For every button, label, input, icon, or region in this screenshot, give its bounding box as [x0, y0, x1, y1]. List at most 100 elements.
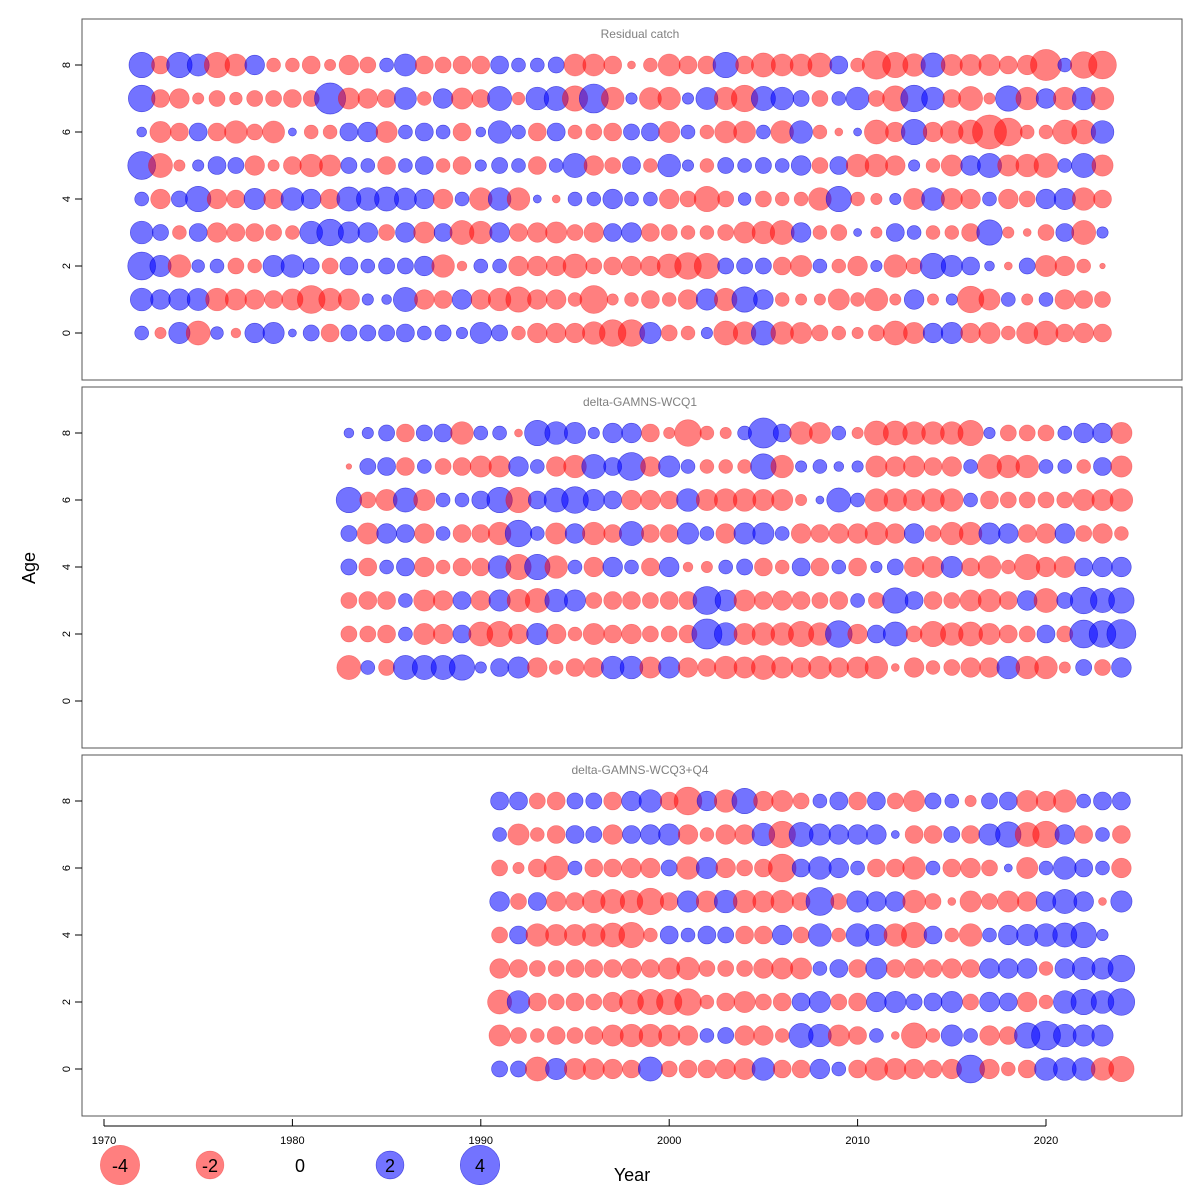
residual-bubble [636, 887, 665, 916]
residual-bubble [830, 993, 848, 1011]
residual-bubble [511, 124, 526, 140]
residual-bubble [1034, 655, 1058, 680]
residual-bubble [547, 960, 565, 977]
residual-bubble [1110, 455, 1133, 478]
residual-bubble [414, 289, 435, 310]
residual-bubble [1056, 491, 1074, 509]
residual-bubble [301, 188, 322, 210]
residual-bubble [680, 325, 696, 341]
residual-bubble [640, 456, 661, 477]
residual-bubble [682, 159, 694, 172]
residual-bubble [699, 1028, 715, 1043]
residual-bubble [491, 324, 508, 342]
residual-bubble [1018, 491, 1036, 509]
residual-bubble [792, 90, 810, 107]
residual-bubble [790, 322, 813, 344]
residual-bubble [944, 927, 960, 943]
residual-bubble [1033, 320, 1059, 346]
residual-bubble [452, 457, 472, 476]
residual-bubble [396, 457, 415, 476]
residual-bubble [1096, 929, 1109, 941]
residual-bubble [451, 87, 473, 110]
residual-bubble [359, 56, 377, 74]
residual-bubble [752, 489, 775, 511]
legend-item: -2 [195, 1150, 225, 1180]
residual-bubble [923, 1059, 943, 1079]
residual-bubble [546, 891, 567, 912]
residual-bubble [530, 57, 545, 73]
residual-bubble [658, 455, 681, 478]
residual-bubble [584, 959, 604, 978]
residual-bubble [1110, 890, 1133, 913]
residual-bubble [394, 87, 417, 110]
residual-bubble [979, 1025, 1000, 1046]
residual-bubble [1058, 661, 1071, 674]
residual-bubble [582, 53, 606, 77]
y-tick-label: 8 [61, 798, 73, 804]
residual-bubble [226, 223, 246, 242]
residual-bubble [262, 322, 285, 344]
residual-bubble [565, 892, 585, 911]
residual-bubble [134, 191, 149, 207]
residual-bubble [244, 155, 265, 176]
residual-bubble [1016, 857, 1039, 879]
residual-bubble [1018, 424, 1036, 442]
residual-bubble [846, 890, 869, 913]
residual-bubble [659, 556, 680, 578]
residual-bubble [208, 90, 226, 107]
residual-bubble [808, 823, 831, 846]
residual-bubble [831, 91, 847, 106]
residual-bubble [1099, 262, 1106, 270]
residual-bubble [641, 423, 660, 443]
residual-bubble [395, 222, 416, 243]
residual-bubble [984, 260, 995, 272]
residual-bubble [774, 526, 790, 541]
residual-bubble [657, 153, 681, 178]
residual-bubble [1001, 559, 1016, 575]
residual-bubble [378, 424, 395, 442]
residual-bubble [847, 824, 868, 845]
residual-bubble [882, 621, 908, 647]
residual-bubble [491, 1060, 508, 1078]
residual-bubble [1015, 86, 1039, 111]
residual-bubble [940, 54, 963, 76]
residual-bubble [790, 155, 812, 176]
residual-bubble [1054, 289, 1075, 310]
legend-label: 2 [385, 1156, 395, 1176]
residual-bubble [512, 862, 525, 874]
residual-bubble [302, 257, 320, 275]
residual-bubble [733, 991, 756, 1013]
residual-bubble [868, 592, 885, 609]
residual-bubble [566, 224, 584, 241]
residual-bubble [770, 86, 794, 111]
residual-bubble [224, 288, 247, 311]
residual-bubble [584, 858, 604, 878]
residual-bubble [627, 60, 636, 70]
residual-bubble [360, 660, 376, 675]
residual-bubble [978, 288, 1001, 311]
residual-bubble [433, 290, 453, 309]
y-tick-label: 6 [61, 129, 73, 135]
residual-bubble [585, 257, 603, 275]
residual-bubble [359, 324, 377, 342]
residual-bubble [243, 188, 266, 210]
residual-bubble [978, 322, 1001, 344]
residual-bubble [940, 188, 963, 210]
residual-bubble [603, 959, 623, 978]
residual-bubble [434, 458, 452, 475]
residual-bubble [831, 1061, 847, 1077]
residual-bubble [1033, 153, 1059, 178]
residual-bubble [1091, 154, 1114, 177]
residual-bubble [224, 53, 248, 77]
residual-bubble [717, 1027, 735, 1044]
residual-bubble [128, 51, 155, 79]
residual-bubble [922, 322, 944, 344]
residual-bubble [452, 624, 472, 644]
residual-bubble [509, 959, 528, 978]
residual-bubble [809, 1058, 831, 1080]
residual-bubble [564, 523, 586, 544]
residual-bubble [1092, 556, 1113, 578]
residual-bubble [1035, 790, 1057, 812]
residual-bubble [959, 54, 982, 76]
residual-bubble [774, 559, 790, 575]
